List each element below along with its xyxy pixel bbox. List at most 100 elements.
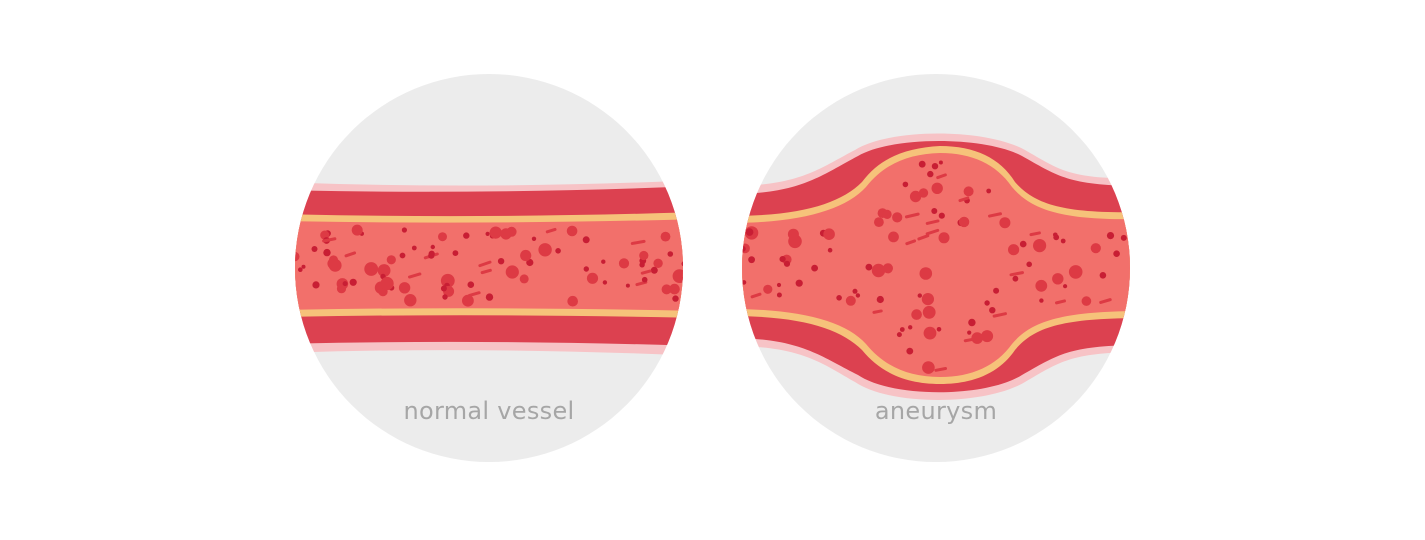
blood-cell [295,251,300,262]
blood-cell [519,274,529,284]
blood-cell [440,273,455,288]
blood-cell [899,327,905,332]
blood-cell [906,347,914,355]
blood-cell [896,332,902,338]
blood-cell [1008,244,1020,256]
blood-cell [462,294,474,307]
blood-cell-platelet [467,291,481,297]
blood-cell [845,295,856,306]
blood-cell-platelet [681,228,683,234]
blood-cell [1026,261,1032,268]
blood-cell [795,279,803,287]
blood-cell [917,293,922,298]
blood-cell [918,188,929,198]
blood-cell [993,287,1000,294]
blood-cell [672,269,683,284]
blood-cell-platelet [917,234,930,241]
blood-cell [323,248,331,257]
blood-cell-platelet [872,309,883,314]
blood-cell [526,258,534,267]
blood-cell [1033,239,1047,253]
blood-cell [827,247,833,253]
blood-cell [1012,275,1019,282]
aneurysm-blood-lumen [742,153,1130,377]
blood-cell [776,292,782,298]
blood-cell [442,294,448,300]
blood-cell [653,258,663,268]
blood-cell [927,170,934,178]
normal-vessel-panel [295,74,683,462]
blood-cell [971,332,983,344]
blood-cell [567,295,578,307]
blood-cell [1120,234,1127,241]
blood-cell [298,267,303,273]
blood-cell-platelet [344,251,357,258]
blood-cell [351,224,363,236]
blood-cell [1052,273,1064,285]
blood-cell [742,280,747,285]
blood-cell [938,212,945,219]
blood-cell [745,228,754,236]
blood-cell [485,231,490,236]
blood-cell [931,182,943,194]
blood-cell [349,278,357,286]
blood-cell [981,330,994,343]
blood-cell [428,252,435,259]
blood-cell-platelet [905,239,917,246]
blood-cell [342,281,348,287]
blood-cell-platelet [750,292,762,299]
blood-cell [892,212,903,223]
blood-cell [520,249,532,262]
blood-cell [742,246,746,252]
blood-cell [639,250,649,261]
blood-cell [919,267,933,280]
blood-cell [908,325,913,330]
blood-cell [938,232,950,244]
blood-cell [1099,272,1107,279]
blood-cell [601,259,606,264]
blood-cell [625,283,630,288]
blood-cell-platelet [545,227,557,234]
blood-cell-platelet [958,196,970,203]
blood-cell-platelet [630,239,646,245]
blood-cell [618,258,630,269]
blood-cell-platelet [1009,271,1024,277]
aneurysm-blood-cells [742,160,1127,374]
blood-cell-platelet [1055,299,1066,305]
blood-cell [672,295,679,302]
blood-cell [364,262,379,276]
blood-cell [855,293,861,298]
blood-cell [681,261,683,267]
blood-cell [440,285,447,292]
blood-cell [1113,250,1120,257]
blood-cell [500,228,512,240]
blood-cell-platelet [1029,231,1041,237]
blood-cell [958,216,970,228]
blood-cell-platelet [408,272,422,279]
blood-cell [1081,296,1092,306]
blood-cell [1106,232,1115,240]
blood-cell [963,186,974,197]
blood-cell [312,281,320,289]
blood-cell [779,256,786,263]
blood-cell [922,305,936,319]
blood-cell [1068,265,1083,279]
blood-cell [909,190,922,203]
blood-cell [931,163,939,170]
blood-cell [882,209,892,219]
blood-cell [641,276,648,283]
blood-cell [936,327,942,332]
blood-cell-platelet [478,260,492,268]
blood-cell [922,361,935,374]
blood-cell [776,282,782,288]
blood-cell-platelet [640,269,652,275]
blood-cell-platelet [1099,298,1112,304]
blood-cell [401,227,407,233]
blood-cell [836,295,842,301]
blood-cell [467,281,475,289]
blood-cell-platelet [322,237,337,243]
blood-cell [404,294,417,307]
blood-cell [377,264,391,277]
